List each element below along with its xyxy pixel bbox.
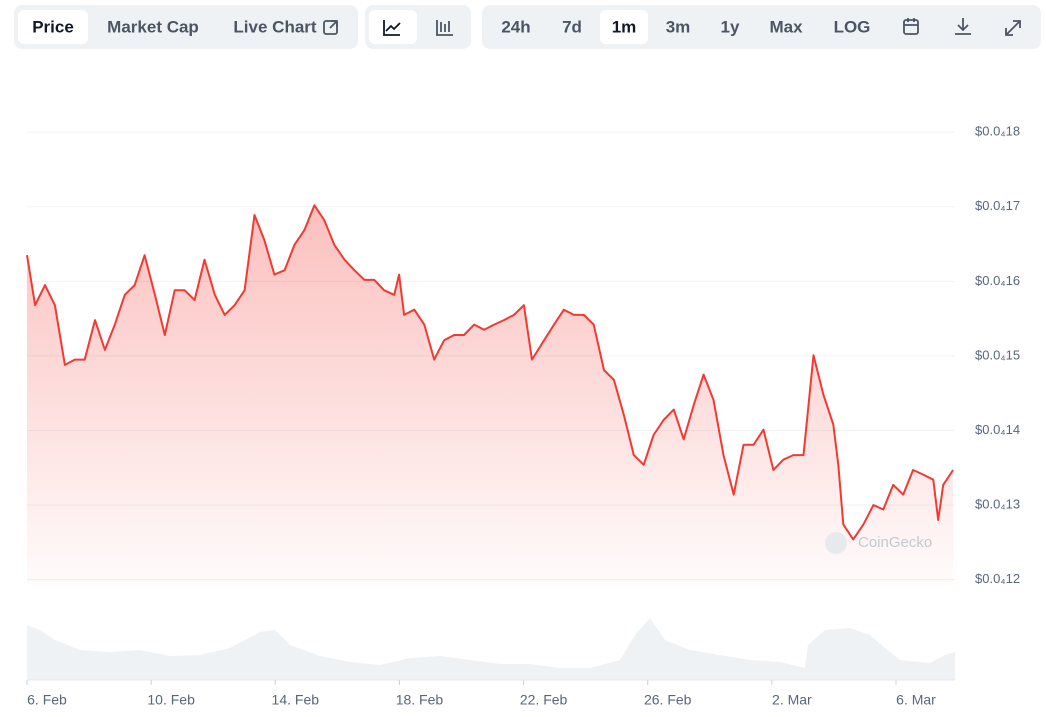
x-tick-label: 10. Feb: [147, 692, 195, 708]
x-tick-label: 14. Feb: [272, 692, 320, 708]
y-tick-label: $0.0₄16: [975, 273, 1020, 288]
y-tick-label: $0.0₄12: [975, 571, 1020, 586]
active-tab: [18, 10, 88, 44]
price-area: [27, 205, 954, 585]
range-button[interactable]: Max: [769, 17, 803, 36]
tab[interactable]: Live Chart: [233, 17, 316, 36]
line-icon: [383, 20, 401, 36]
calendar-icon[interactable]: [903, 18, 919, 35]
tab-group: [14, 5, 358, 49]
price-line: [26, 204, 954, 541]
log-button[interactable]: LOG: [834, 17, 871, 36]
x-tick-label: 2. Mar: [772, 692, 812, 708]
candle-icon[interactable]: [436, 20, 453, 36]
x-tick-label: 22. Feb: [520, 692, 568, 708]
external-link-icon: [323, 20, 338, 35]
download-icon[interactable]: [955, 18, 971, 35]
tab[interactable]: Market Cap: [107, 17, 199, 36]
range-button[interactable]: 7d: [562, 17, 582, 36]
range-button[interactable]: 24h: [501, 17, 530, 36]
tab[interactable]: Price: [32, 17, 74, 36]
x-tick-label: 18. Feb: [396, 692, 444, 708]
x-tick-label: 26. Feb: [644, 692, 692, 708]
y-tick-label: $0.0₄15: [975, 347, 1020, 362]
range-button[interactable]: 3m: [666, 17, 691, 36]
range-button[interactable]: 1y: [721, 17, 740, 36]
x-tick-label: 6. Mar: [896, 692, 936, 708]
fullscreen-icon[interactable]: [1005, 20, 1021, 36]
watermark-logo: [825, 532, 847, 554]
range-button[interactable]: 1m: [612, 17, 637, 36]
active-range: [600, 10, 648, 44]
y-tick-label: $0.0₄18: [975, 124, 1020, 139]
x-tick-label: 6. Feb: [27, 692, 67, 708]
y-tick-label: $0.0₄13: [975, 496, 1020, 511]
y-tick-label: $0.0₄17: [975, 198, 1020, 213]
volume-area: [27, 618, 955, 680]
y-tick-label: $0.0₄14: [975, 422, 1020, 437]
watermark: CoinGecko: [858, 534, 932, 551]
